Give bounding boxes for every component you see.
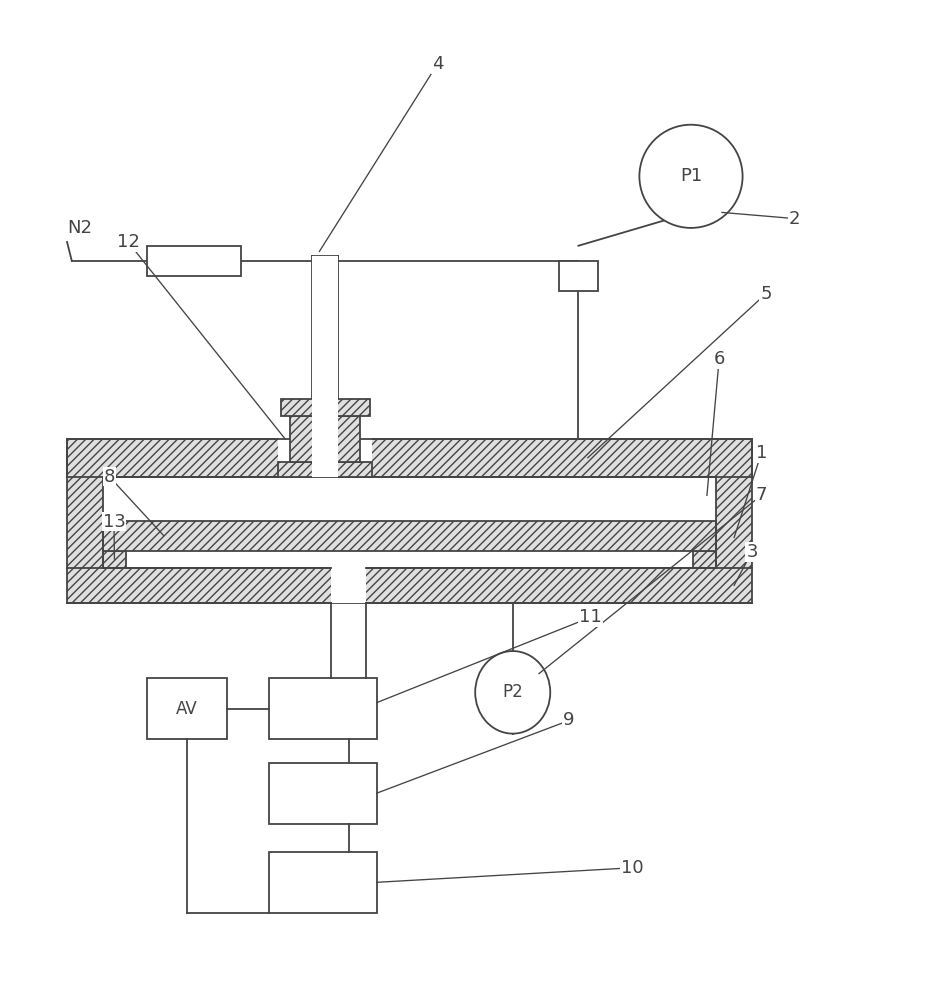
Text: P2: P2 [502,683,523,701]
Bar [280,399,370,416]
Bar [311,416,338,462]
Text: 10: 10 [620,859,644,877]
Bar [279,437,372,477]
Text: 3: 3 [746,543,758,561]
Bar [269,852,376,913]
Text: 6: 6 [713,350,725,368]
Bar [269,678,376,739]
Text: 7: 7 [756,486,767,504]
Bar [290,416,360,462]
Circle shape [639,125,742,228]
Bar [279,462,372,477]
Text: 9: 9 [564,711,575,729]
Bar [311,256,338,399]
Bar [103,477,716,521]
Bar [311,437,338,477]
Text: AV: AV [176,700,198,718]
Bar [103,521,716,551]
Bar [311,399,338,416]
Text: 8: 8 [104,468,115,486]
Bar [103,551,126,568]
Text: 2: 2 [789,210,800,228]
Bar [559,261,598,291]
Text: 5: 5 [760,285,772,303]
Text: P1: P1 [679,167,702,185]
Bar [311,462,338,477]
Text: N2: N2 [67,219,92,237]
Text: 11: 11 [580,608,602,626]
Text: 4: 4 [432,55,443,73]
Ellipse shape [475,651,550,734]
Text: 13: 13 [103,513,125,531]
Bar [330,566,366,603]
Text: 12: 12 [117,233,139,251]
Bar [147,246,241,276]
Bar [103,477,716,568]
Bar [269,763,376,824]
Bar [311,438,338,478]
Text: 1: 1 [756,444,767,462]
Bar [147,678,227,739]
Bar [67,439,752,603]
Bar [693,551,716,568]
